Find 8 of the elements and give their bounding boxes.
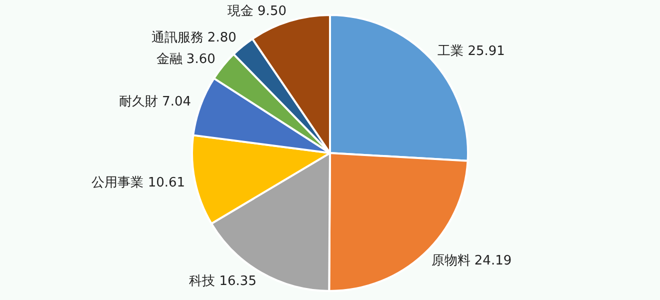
slice-label: 公用事業 10.61 bbox=[92, 175, 186, 190]
slice-label: 原物料 24.19 bbox=[431, 253, 512, 268]
slice-label: 現金 9.50 bbox=[227, 4, 286, 19]
slice-label: 金融 3.60 bbox=[156, 52, 216, 67]
slice-label: 工業 25.91 bbox=[438, 44, 505, 59]
slice-label: 耐久財 7.04 bbox=[118, 94, 192, 110]
slice-label: 通訊服務 2.80 bbox=[151, 30, 236, 46]
slice-label: 科技 16.35 bbox=[189, 274, 256, 289]
